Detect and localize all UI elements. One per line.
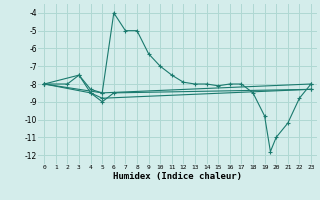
X-axis label: Humidex (Indice chaleur): Humidex (Indice chaleur) bbox=[113, 172, 242, 181]
